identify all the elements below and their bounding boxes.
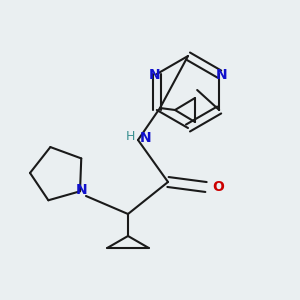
- Text: N: N: [215, 68, 227, 82]
- Text: N: N: [140, 131, 152, 145]
- Text: O: O: [212, 180, 224, 194]
- Text: H: H: [125, 130, 135, 142]
- Text: N: N: [76, 183, 88, 197]
- Text: N: N: [149, 68, 160, 82]
